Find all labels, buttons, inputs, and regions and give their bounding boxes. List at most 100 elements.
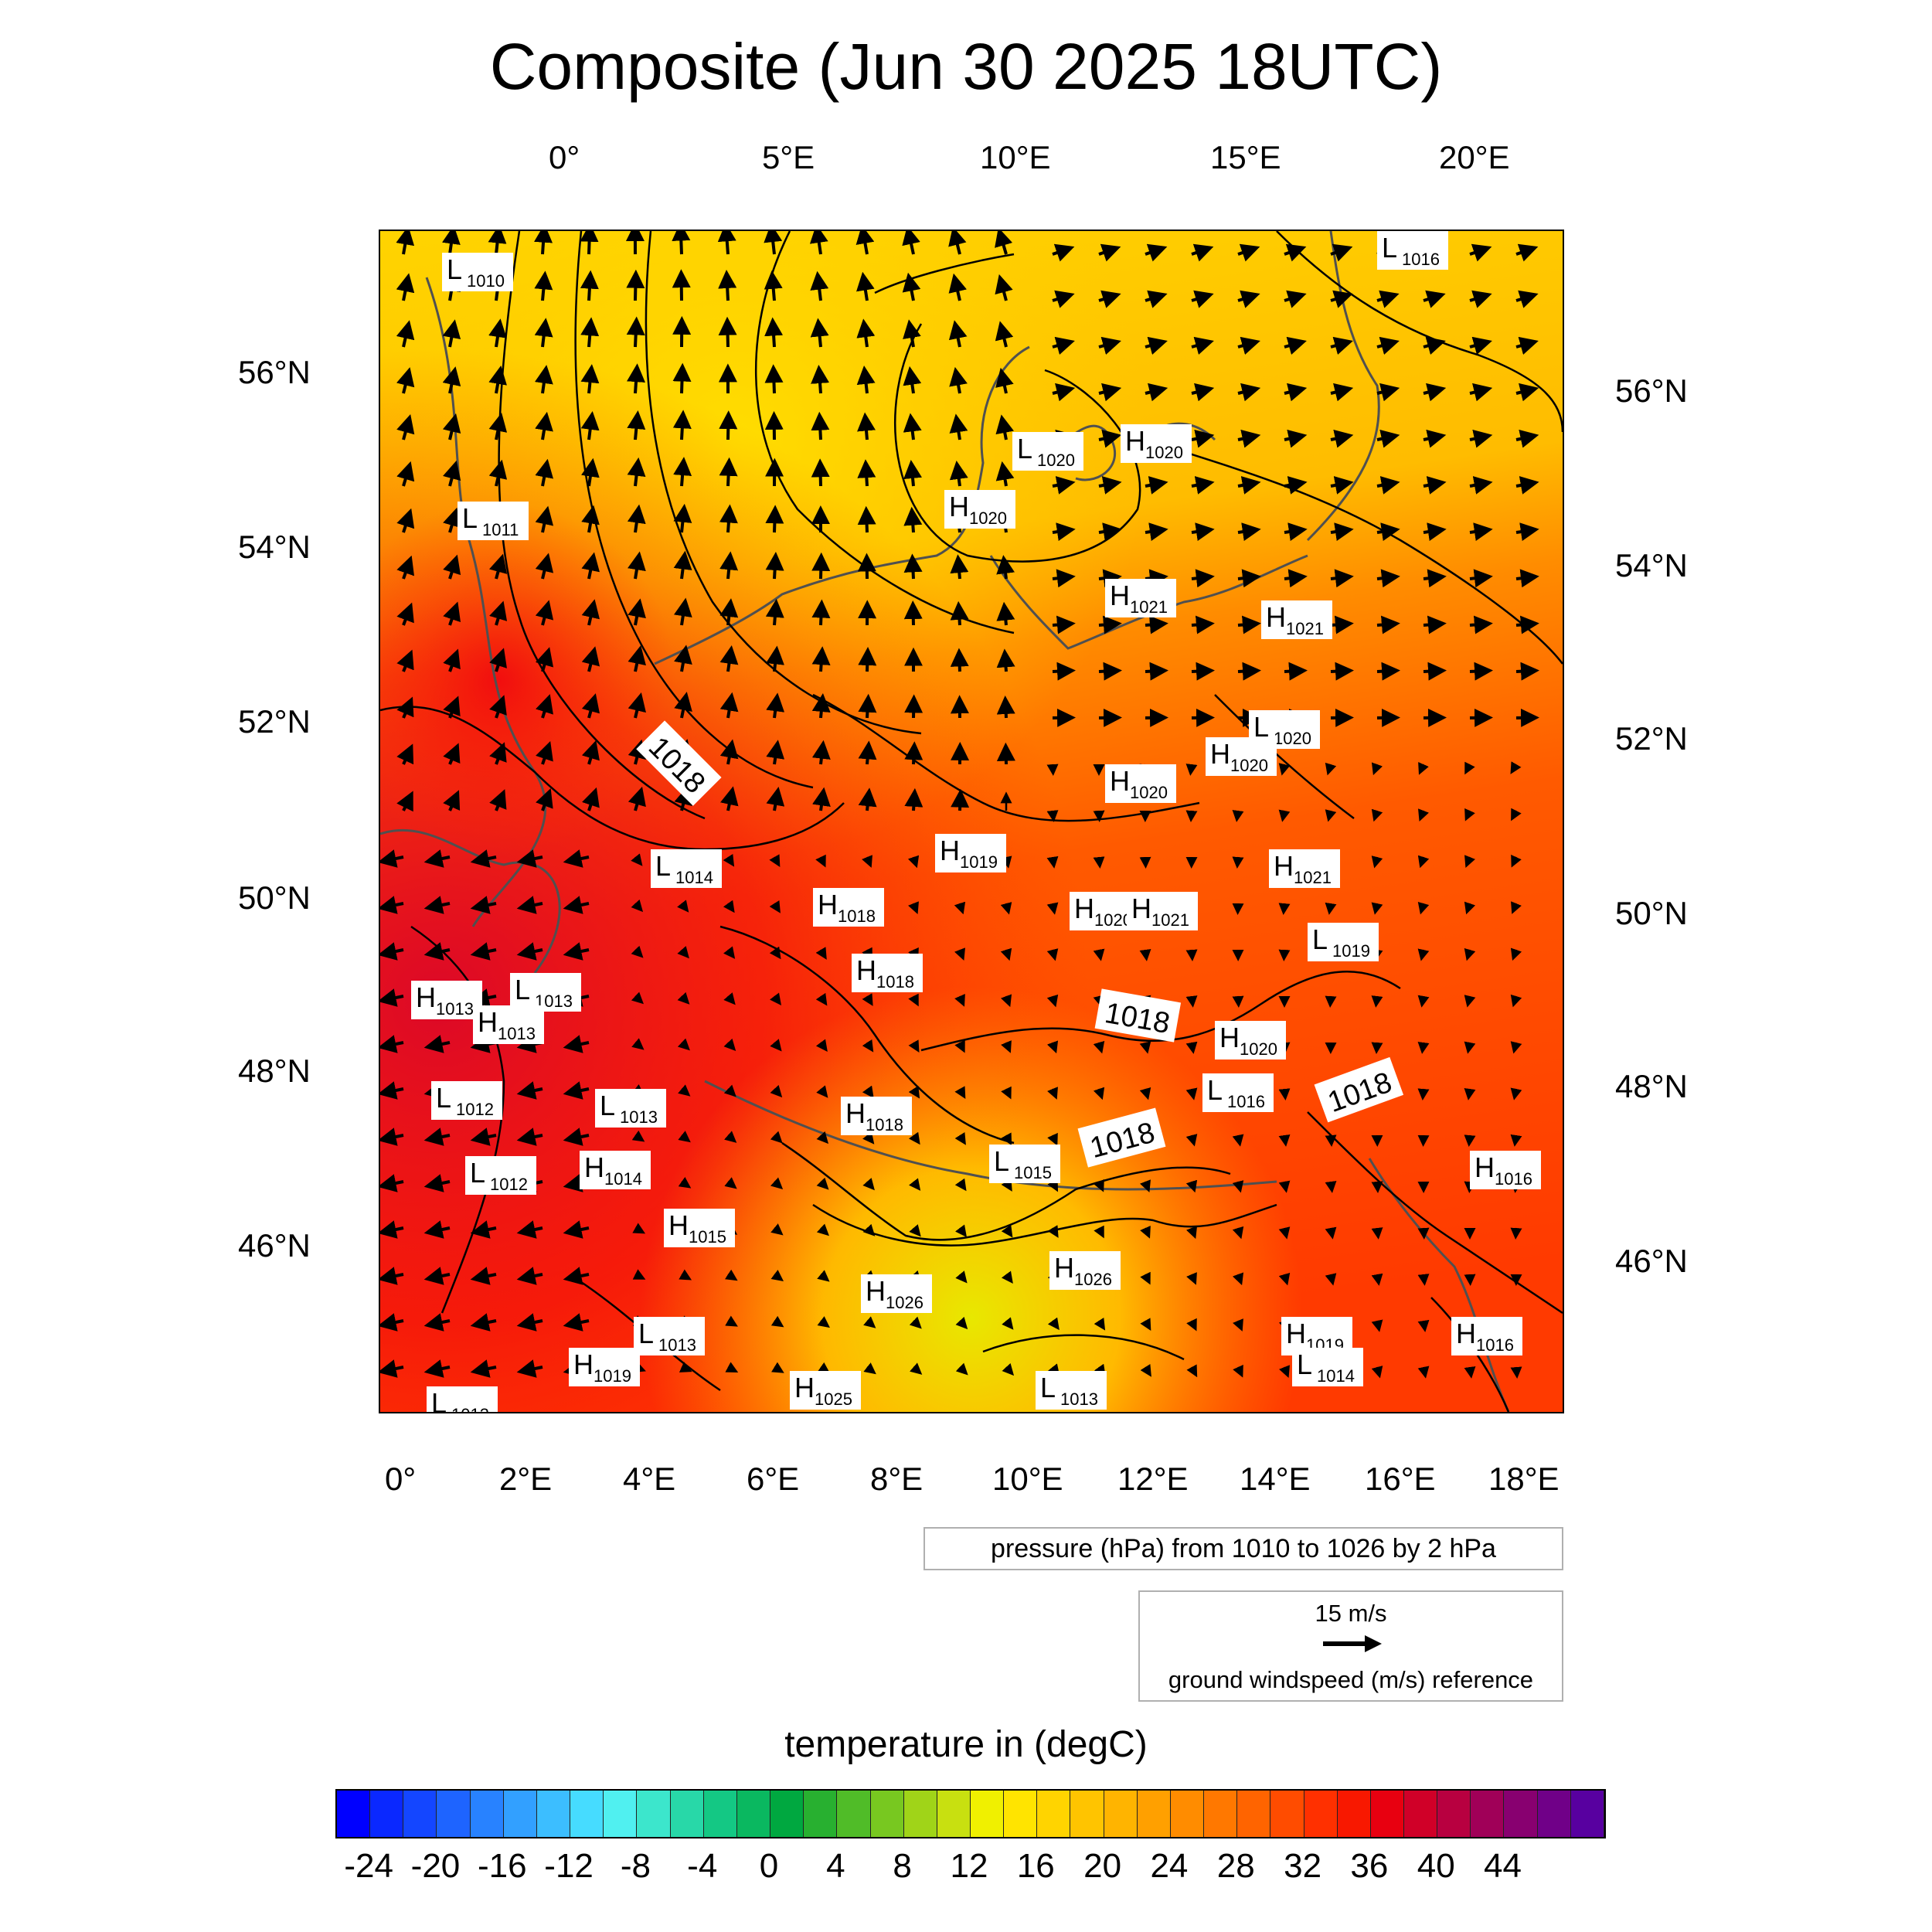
wind-vectors bbox=[380, 231, 1539, 1379]
wind-arrow bbox=[1139, 949, 1151, 961]
pressure-info-box: pressure (hPa) from 1010 to 1026 by 2 hP… bbox=[923, 1527, 1563, 1570]
pressure-center-type: H bbox=[856, 954, 876, 986]
wind-arrow bbox=[580, 410, 600, 440]
wind-arrow bbox=[627, 457, 646, 487]
pressure-center-value: 1020 bbox=[969, 509, 1007, 528]
wind-arrow bbox=[1145, 476, 1168, 495]
wind-arrow bbox=[396, 320, 415, 348]
wind-arrow bbox=[631, 899, 644, 913]
wind-arrow bbox=[1237, 662, 1261, 681]
wind-arrow bbox=[1510, 761, 1522, 774]
wind-arrow bbox=[673, 457, 692, 487]
pressure-center-type: L bbox=[600, 1090, 615, 1121]
wind-arrow bbox=[1232, 1134, 1244, 1147]
wind-arrow bbox=[862, 1178, 875, 1191]
wind-arrow bbox=[1278, 763, 1291, 776]
wind-arrow bbox=[1515, 615, 1539, 634]
wind-arrow bbox=[817, 1362, 831, 1374]
wind-arrow bbox=[720, 786, 739, 811]
wind-arrow bbox=[516, 1128, 543, 1146]
wind-arrow bbox=[856, 365, 876, 394]
colorbar-segment bbox=[1570, 1791, 1604, 1837]
pressure-center-type: H bbox=[1456, 1318, 1476, 1349]
wind-arrow bbox=[1094, 1225, 1104, 1239]
wind-arrow bbox=[534, 231, 553, 255]
colorbar-segment bbox=[1370, 1791, 1404, 1837]
wind-arrow bbox=[380, 1267, 404, 1285]
wind-arrow bbox=[488, 412, 508, 440]
wind-arrow bbox=[1191, 290, 1214, 308]
wind-arrow bbox=[863, 1316, 876, 1328]
high-pressure-label: H 1018 bbox=[852, 954, 923, 992]
wind-arrow bbox=[862, 993, 873, 1006]
wind-arrow bbox=[1098, 569, 1122, 588]
wind-arrow bbox=[1001, 1132, 1012, 1146]
wind-arrow bbox=[811, 365, 830, 394]
wind-arrow bbox=[1047, 1132, 1058, 1146]
wind-arrow bbox=[1376, 615, 1400, 634]
wind-arrow bbox=[1052, 615, 1076, 634]
pressure-center-value: 1019 bbox=[594, 1366, 631, 1386]
wind-arrow bbox=[817, 1270, 830, 1282]
wind-arrow bbox=[1417, 1227, 1430, 1240]
wind-arrow bbox=[862, 1085, 874, 1099]
colorbar-segment bbox=[1537, 1791, 1571, 1837]
wind-arrow bbox=[955, 1316, 968, 1330]
wind-arrow bbox=[811, 646, 831, 672]
wind-arrow bbox=[1464, 1041, 1476, 1054]
pressure-center-type: L bbox=[431, 1387, 447, 1412]
wind-arrow bbox=[1186, 1318, 1197, 1332]
wind-arrow bbox=[811, 740, 831, 765]
wind-arrow bbox=[1464, 761, 1475, 775]
wind-arrow bbox=[423, 1174, 451, 1192]
wind-arrow bbox=[815, 854, 826, 868]
wind-arrow bbox=[770, 1177, 784, 1190]
wind-arrow bbox=[908, 901, 919, 914]
wind-arrow bbox=[1330, 522, 1354, 541]
wind-arrow bbox=[631, 1130, 645, 1142]
wind-arrow bbox=[563, 1035, 590, 1053]
wind-arrow bbox=[1511, 854, 1522, 868]
wind-arrow bbox=[1510, 1227, 1522, 1240]
wind-arrow bbox=[1284, 569, 1308, 588]
wind-arrow bbox=[1002, 1362, 1015, 1376]
wind-arrow bbox=[1371, 1273, 1383, 1286]
wind-arrow bbox=[380, 1359, 404, 1378]
wind-arrow bbox=[1325, 1181, 1337, 1193]
wind-arrow bbox=[1464, 995, 1476, 1008]
wind-arrow bbox=[1515, 662, 1539, 681]
wind-arrow bbox=[535, 505, 554, 533]
pressure-center-type: H bbox=[1475, 1151, 1495, 1183]
weather-map[interactable]: 1018 1018 1018 1018 L 1010 L 1016 L 1020 H 1020… bbox=[379, 230, 1564, 1413]
wind-arrow bbox=[1371, 1181, 1383, 1193]
left-lat-label: 56°N bbox=[238, 354, 311, 390]
colorbar-segment bbox=[370, 1791, 404, 1837]
wind-arrow bbox=[488, 231, 507, 255]
wind-arrow bbox=[380, 988, 404, 1007]
wind-arrow bbox=[719, 457, 738, 487]
wind-arrow bbox=[1191, 569, 1215, 588]
pressure-center-value: 1019 bbox=[1332, 941, 1370, 961]
wind-arrow bbox=[717, 231, 736, 255]
wind-arrow bbox=[1000, 855, 1012, 869]
high-pressure-label: H 1018 bbox=[813, 888, 884, 927]
left-lat-label: 54°N bbox=[238, 529, 311, 565]
wind-arrow bbox=[1371, 762, 1383, 776]
wind-arrow bbox=[1371, 902, 1383, 915]
pressure-center-type: H bbox=[1054, 1252, 1074, 1284]
colorbar-tick-label: 4 bbox=[826, 1847, 845, 1885]
wind-arrow bbox=[1052, 383, 1076, 402]
pressure-center-value: 1020 bbox=[1037, 451, 1075, 470]
wind-arrow bbox=[1237, 615, 1261, 634]
wind-arrow bbox=[470, 1313, 497, 1332]
wind-arrow bbox=[723, 1084, 736, 1097]
wind-arrow bbox=[816, 1131, 829, 1145]
wind-arrow bbox=[1191, 662, 1215, 681]
wind-arrow bbox=[580, 231, 599, 255]
colorbar-segment bbox=[770, 1791, 804, 1837]
colorbar-segment bbox=[1104, 1791, 1138, 1837]
wind-arrow bbox=[563, 1081, 590, 1100]
wind-arrow bbox=[1046, 994, 1059, 1008]
wind-arrow bbox=[1515, 569, 1539, 588]
wind-arrow bbox=[1469, 243, 1492, 262]
